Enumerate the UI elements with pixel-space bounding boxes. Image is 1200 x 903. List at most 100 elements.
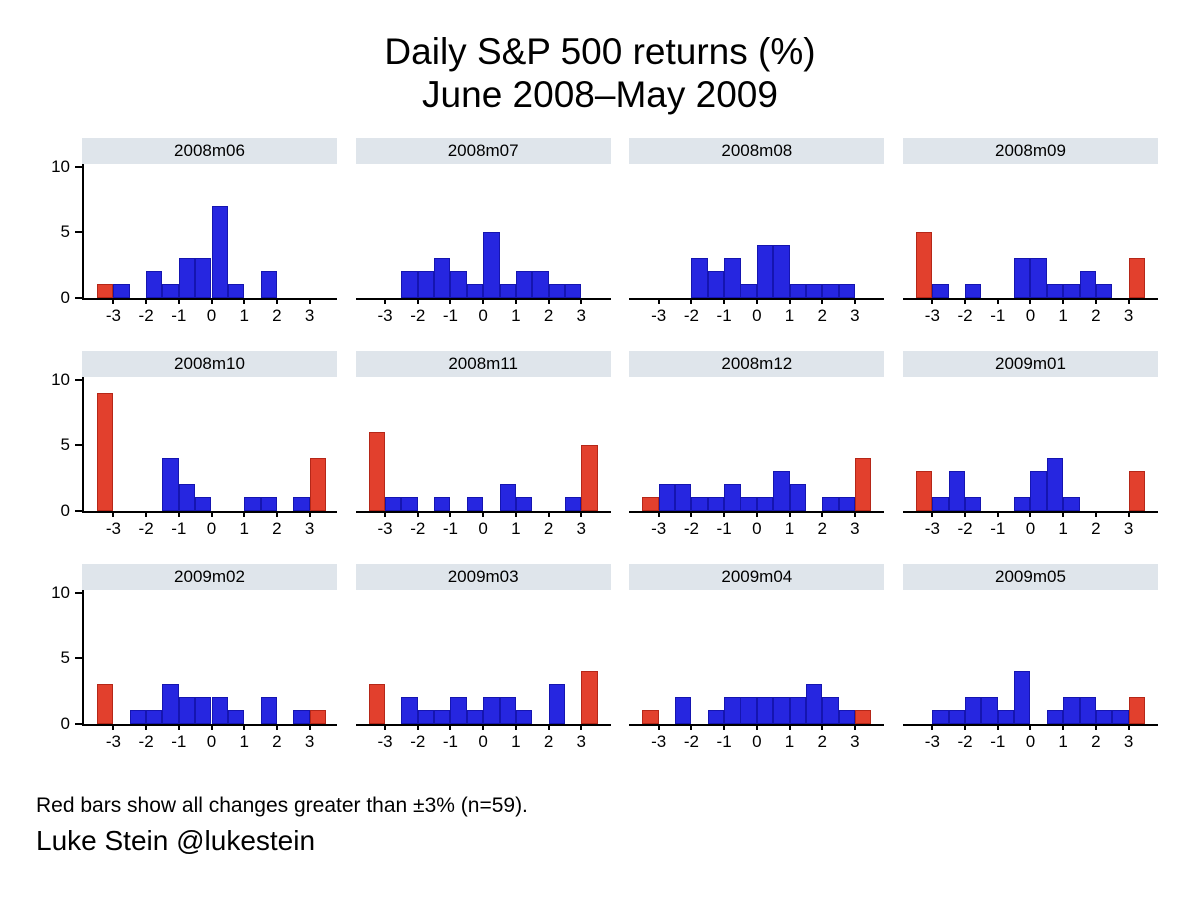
x-axis-tick bbox=[547, 297, 550, 304]
histogram-bar-blue bbox=[417, 710, 435, 724]
x-axis-label: -3 bbox=[105, 731, 121, 751]
x-axis-label: 1 bbox=[784, 305, 795, 325]
x-axis-tick bbox=[449, 510, 452, 517]
x-axis-label: 3 bbox=[304, 518, 315, 538]
histogram-bar-blue bbox=[146, 271, 163, 298]
histogram-bar-red bbox=[97, 392, 114, 511]
x-axis-label: 0 bbox=[1025, 305, 1036, 325]
histogram-bar-blue bbox=[434, 497, 451, 511]
x-axis-label: -2 bbox=[683, 305, 699, 325]
x-axis-label: 0 bbox=[752, 731, 762, 751]
x-axis-label: 0 bbox=[1025, 518, 1036, 538]
histogram-bar-blue bbox=[450, 271, 467, 298]
panel-2008m11: 2008m11 -3 -2 -1 0 1 2 3 bbox=[355, 350, 611, 547]
histogram-bar-red bbox=[642, 497, 659, 511]
histogram-bar-blue bbox=[515, 497, 533, 511]
x-axis-label: -2 bbox=[957, 731, 973, 751]
x-axis-label: -1 bbox=[442, 518, 459, 538]
histogram-bar-blue bbox=[707, 271, 725, 298]
histogram-bar-blue bbox=[1014, 497, 1031, 511]
x-axis-label: 1 bbox=[511, 518, 521, 538]
histogram-bar-blue bbox=[1014, 671, 1031, 724]
histogram-bar-blue bbox=[1095, 284, 1113, 298]
x-axis-label: 3 bbox=[576, 305, 586, 325]
x-axis-tick bbox=[853, 297, 856, 304]
x-axis-label: -2 bbox=[410, 731, 426, 751]
histogram-bar-blue bbox=[434, 710, 451, 724]
y-axis-tick bbox=[75, 231, 82, 234]
panels-grid: 2008m06 -3 -2 -1 0 1 2 3 0 5 10 2008m07 -3 -2 -1 0 1 2 3 20… bbox=[51, 137, 1158, 760]
histogram-bar-blue bbox=[1063, 284, 1080, 298]
x-axis-tick bbox=[210, 297, 213, 304]
x-axis-tick bbox=[1062, 297, 1065, 304]
panel-2008m07: 2008m07 -3 -2 -1 0 1 2 3 bbox=[355, 137, 611, 334]
x-axis-label: 3 bbox=[304, 731, 315, 751]
histogram-bar-blue bbox=[195, 258, 212, 298]
x-axis-label: -2 bbox=[138, 731, 154, 751]
plot-area: -3 -2 -1 0 1 2 3 bbox=[629, 377, 885, 538]
histogram-bar-blue bbox=[707, 710, 725, 724]
histogram-bar-red bbox=[915, 471, 933, 511]
panel-title: 2008m06 bbox=[82, 137, 337, 164]
x-axis-label: -3 bbox=[377, 731, 393, 751]
histogram-bar-blue bbox=[822, 497, 839, 511]
x-axis-label: -1 bbox=[442, 305, 459, 325]
x-axis-tick bbox=[514, 510, 517, 517]
x-axis-tick bbox=[996, 723, 999, 730]
histogram-bar-red bbox=[97, 284, 114, 298]
x-axis-tick bbox=[723, 723, 726, 730]
x-axis-label: -3 bbox=[105, 518, 121, 538]
x-axis-tick bbox=[1062, 510, 1065, 517]
x-axis-tick bbox=[1029, 510, 1032, 517]
histogram-bar-blue bbox=[227, 710, 245, 724]
histogram-bar-red bbox=[854, 458, 872, 511]
histogram-bar-blue bbox=[756, 497, 774, 511]
histogram-bar-blue bbox=[1112, 710, 1129, 724]
plot-area: -3 -2 -1 0 1 2 3 bbox=[902, 590, 1158, 751]
x-axis-tick bbox=[243, 297, 246, 304]
x-axis-tick bbox=[210, 723, 213, 730]
plot-area: -3 -2 -1 0 1 2 3 0 5 10 bbox=[51, 157, 337, 325]
y-axis-tick bbox=[75, 165, 82, 168]
plot-area: -3 -2 -1 0 1 2 3 bbox=[902, 377, 1158, 538]
x-axis-tick bbox=[723, 297, 726, 304]
x-axis-label: 2 bbox=[543, 305, 554, 325]
chart-title: Daily S&P 500 returns (%) June 2008–May … bbox=[0, 30, 1200, 117]
x-axis-label: 3 bbox=[850, 731, 860, 751]
x-axis-label: 1 bbox=[239, 305, 249, 325]
x-axis-label: -3 bbox=[924, 305, 940, 325]
histogram-bar-blue bbox=[244, 497, 261, 511]
histogram-bar-red bbox=[581, 445, 598, 511]
x-axis-label: -2 bbox=[957, 518, 973, 538]
x-axis-label: 2 bbox=[543, 731, 554, 751]
x-axis-tick bbox=[547, 723, 550, 730]
x-axis-label: -1 bbox=[171, 305, 187, 325]
x-axis-tick bbox=[275, 510, 278, 517]
y-axis-tick bbox=[75, 296, 82, 299]
histogram-bar-blue bbox=[483, 697, 500, 724]
histogram-bar-blue bbox=[805, 284, 823, 298]
histogram-bar-blue bbox=[146, 710, 163, 724]
histogram-bar-blue bbox=[548, 684, 565, 724]
x-axis-tick bbox=[964, 510, 967, 517]
histogram-bar-blue bbox=[260, 697, 277, 724]
histogram-bar-blue bbox=[658, 484, 676, 511]
x-axis-label: -3 bbox=[377, 305, 393, 325]
histogram-bar-blue bbox=[1063, 497, 1080, 511]
y-axis-tick bbox=[75, 657, 82, 660]
histogram-bar-red bbox=[1128, 471, 1145, 511]
histogram-bar-blue bbox=[932, 284, 949, 298]
x-axis-label: -3 bbox=[377, 518, 393, 538]
x-axis-tick bbox=[243, 723, 246, 730]
plot-area: -3 -2 -1 0 1 2 3 bbox=[355, 590, 611, 751]
x-axis-label: -1 bbox=[442, 731, 459, 751]
x-axis-label: -1 bbox=[171, 731, 187, 751]
histogram-bar-blue bbox=[499, 284, 516, 298]
histogram-bar-blue bbox=[965, 497, 982, 511]
histogram-bar-blue bbox=[997, 710, 1015, 724]
panel-row: 2008m10 -3 -2 -1 0 1 2 3 0 5 10 2008m11 -3 -2 -1 0 1 2 3 20… bbox=[51, 350, 1158, 547]
x-axis-tick bbox=[275, 297, 278, 304]
x-axis-tick bbox=[580, 297, 583, 304]
x-axis-label: 3 bbox=[850, 305, 860, 325]
panel-title: 2008m12 bbox=[629, 350, 885, 377]
